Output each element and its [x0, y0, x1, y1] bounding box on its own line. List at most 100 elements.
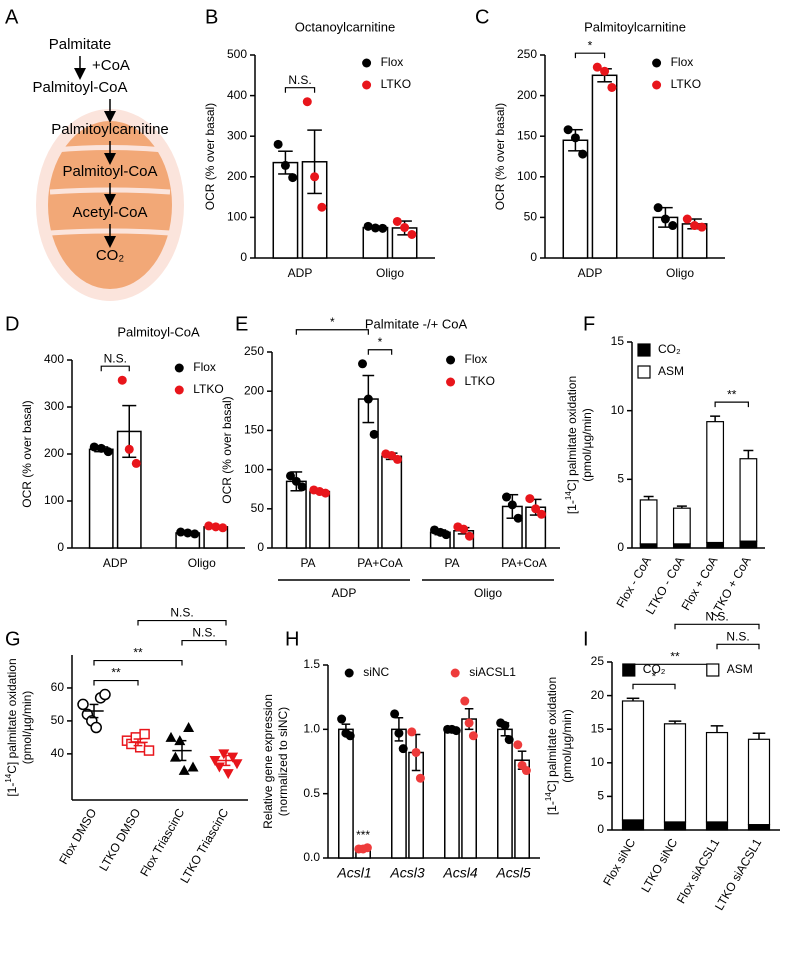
data-point [592, 62, 602, 72]
data-point [363, 221, 373, 231]
data-point [660, 214, 670, 224]
y-tick-label: 500 [227, 47, 247, 61]
y-tick-label: 5 [597, 789, 604, 803]
label-part: OCR (% over basal) [20, 400, 34, 507]
group-label: Oligo [474, 586, 502, 600]
legend-marker [652, 58, 662, 68]
significance-label: * [378, 335, 383, 349]
data-point [218, 523, 228, 533]
bar-segment [639, 499, 658, 545]
bar [497, 728, 513, 859]
data-point [697, 222, 707, 232]
label-part: OCR (% over basal) [493, 103, 507, 210]
y-tick-label: 50 [251, 501, 265, 515]
data-point [176, 527, 186, 537]
y-tick-label: 0 [240, 250, 247, 264]
legend-label: ASM [658, 364, 684, 378]
data-point [288, 173, 298, 183]
superscript: 14 [4, 773, 13, 782]
legend-swatch [622, 663, 636, 677]
data-point [345, 731, 355, 741]
data-point [280, 160, 290, 170]
label-part: (pmol/µg/min) [560, 709, 574, 783]
legend-marker [344, 668, 354, 678]
significance-label: ** [670, 649, 680, 663]
bar-segment [739, 540, 758, 549]
data-point [124, 444, 134, 454]
y-tick-label: 400 [227, 88, 247, 102]
data-point [317, 202, 327, 212]
data-point [213, 762, 225, 773]
significance-label: * [652, 669, 657, 683]
data-point [464, 718, 474, 728]
x-tick-label: Oligo [188, 556, 216, 570]
legend-marker [446, 377, 456, 387]
data-point [578, 149, 588, 159]
data-point [130, 732, 142, 743]
y-tick-label: 0 [257, 540, 264, 554]
data-point [358, 359, 368, 369]
y-tick-label: 15 [611, 334, 625, 348]
chart-title: Octanoylcarnitine [295, 19, 395, 34]
bar-segment [663, 821, 687, 831]
x-tick-label: Oligo [666, 266, 694, 280]
chart-title: Palmitoyl-CoA [117, 324, 200, 339]
bar-segment [747, 824, 771, 831]
y-tick-label: 20 [591, 688, 605, 702]
label-part: [1- [5, 783, 19, 797]
legend-marker [652, 80, 662, 90]
y-tick-label: 15 [591, 721, 605, 735]
data-point [209, 755, 221, 766]
significance-bracket [181, 639, 227, 646]
data-point [139, 728, 150, 740]
legend-label: Flox [465, 352, 488, 366]
data-point [668, 221, 678, 231]
y-tick-label: 0 [597, 822, 604, 836]
bar [562, 139, 589, 259]
data-point [451, 726, 461, 736]
significance-label: N.S. [288, 73, 311, 87]
bar-segment [705, 821, 729, 831]
y-axis-label: (pmol/µg/min) [20, 691, 34, 765]
panel-letter: D [5, 313, 19, 335]
panel-letter: I [583, 628, 589, 650]
data-point [204, 521, 214, 531]
y-tick-label: 50 [524, 210, 538, 224]
significance-label: N.S. [192, 626, 215, 640]
y-tick-label: 200 [517, 88, 537, 102]
data-point [459, 524, 469, 534]
panel-letter: F [583, 313, 595, 335]
significance-label: ** [111, 666, 121, 680]
data-point [500, 720, 510, 730]
data-point [89, 442, 99, 452]
legend-marker [174, 363, 184, 373]
x-tick-label: Flox DMSO [56, 806, 99, 867]
data-point [178, 764, 190, 775]
data-point [415, 773, 425, 783]
data-point [682, 214, 692, 224]
data-point [370, 223, 380, 233]
legend-marker [362, 80, 372, 90]
y-axis-label: [1-14C] palmitate oxidation [564, 376, 580, 514]
data-point [143, 745, 155, 756]
chart-title: Palmitoylcarnitine [584, 19, 686, 34]
y-tick-label: 150 [244, 423, 264, 437]
y-axis-label: (pmol/µg/min) [560, 709, 574, 783]
y-tick-label: 100 [44, 493, 64, 507]
bar-segment [639, 543, 658, 549]
x-tick-label: PA [300, 556, 315, 570]
data-point [607, 82, 617, 92]
data-point [183, 528, 193, 538]
data-point [570, 133, 580, 143]
legend-label: ASM [727, 662, 753, 676]
legend-swatch [637, 343, 651, 357]
diagram-label: Palmitoylcarnitine [51, 121, 169, 138]
legend-label: LTKO [193, 382, 223, 396]
data-point [525, 494, 535, 504]
label-part: C] palmitate oxidation [5, 658, 19, 773]
data-point [273, 139, 283, 149]
diagram-panel: A Palmitate +CoA Palmitoyl-CoA Palmitoyl… [5, 6, 184, 301]
y-tick-label: 10 [611, 403, 625, 417]
legend-label: CO₂ [643, 662, 666, 676]
